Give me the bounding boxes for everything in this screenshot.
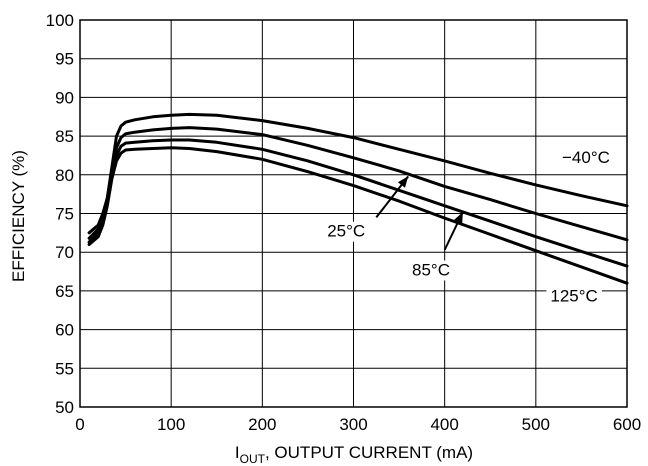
x-axis-label-main: I (235, 443, 240, 462)
series-label-0: −40°C (558, 148, 614, 169)
y-tick-label: 75 (55, 205, 74, 224)
series-label-2: 85°C (407, 211, 464, 281)
annotation-arrow-head (397, 176, 409, 188)
x-axis-label-rest: , OUTPUT CURRENT (mA) (265, 443, 473, 462)
y-tick-label: 70 (55, 243, 74, 262)
series-label-3: 125°C (546, 286, 602, 307)
annotation-arrow-head (454, 212, 463, 224)
x-tick-label: 0 (75, 415, 84, 434)
x-tick-label: 200 (248, 415, 276, 434)
plot-frame (79, 19, 628, 408)
y-tick-label: 85 (55, 127, 74, 146)
series-label-1: 25°C (323, 175, 409, 242)
y-axis-label: EFFICIENCY (%) (9, 150, 28, 282)
series-label-bg (323, 221, 370, 242)
series-layer (87, 112, 629, 285)
series-line-3 (87, 146, 629, 285)
series-label-bg (546, 286, 602, 307)
x-tick-label: 500 (522, 415, 550, 434)
y-tick-label: 60 (55, 321, 74, 340)
x-tick-label: 400 (430, 415, 458, 434)
y-tick-label: 95 (55, 50, 74, 69)
series-label-bg (558, 148, 614, 169)
x-tick-label: 300 (339, 415, 367, 434)
tick-label-layer: 50 55 60 65 70 75 80 85 90 95 100 0 100 200 300 400 500 6… (46, 11, 642, 434)
x-axis-label: IOUT, OUTPUT CURRENT (mA) (235, 443, 473, 466)
series-label-text: 85°C (412, 260, 450, 279)
series-label-text: 25°C (327, 222, 365, 241)
series-label-text: −40°C (562, 148, 610, 167)
y-tick-label: 90 (55, 88, 74, 107)
series-label-text: 125°C (550, 287, 597, 306)
y-tick-label: 55 (55, 359, 74, 378)
y-tick-label: 65 (55, 282, 74, 301)
x-axis-label-sub: OUT (240, 452, 266, 466)
x-tick-label: 100 (157, 415, 185, 434)
series-label-bg (407, 260, 454, 281)
y-tick-label: 100 (46, 11, 74, 30)
y-tick-label: 80 (55, 166, 74, 185)
annotation-layer: −40°C 25°C 85°C 125°C (323, 148, 614, 307)
y-tick-label: 50 (55, 398, 74, 417)
grid-layer (79, 19, 628, 408)
x-tick-label: 600 (613, 415, 641, 434)
